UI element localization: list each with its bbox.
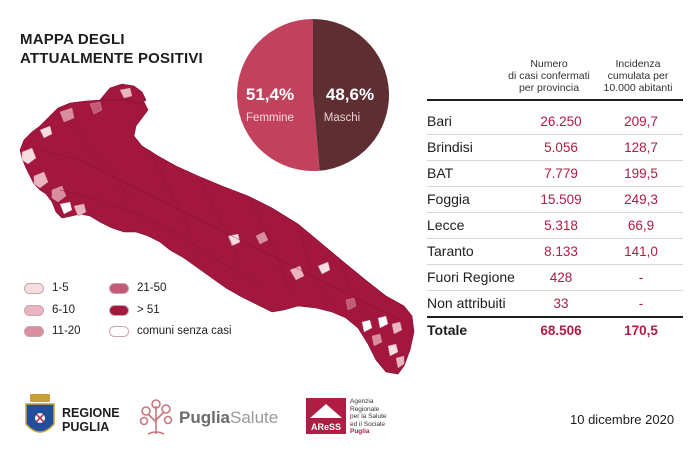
map-legend: 1-5 6-10 11-20 21-50 > 51 comuni senza c…	[24, 282, 264, 342]
table-row: Foggia 15.509 249,3	[427, 186, 683, 213]
table-total-row: Totale 68.506 170,5	[427, 317, 683, 343]
legend-label: 21-50	[137, 282, 167, 294]
row-cases: 428	[549, 269, 573, 285]
row-name: Taranto	[427, 243, 474, 259]
legend-item: 1-5	[24, 282, 69, 294]
row-name: Foggia	[427, 191, 470, 207]
header-cases-line: per provincia	[518, 82, 580, 94]
female-percent: 51,4%	[246, 85, 294, 104]
table-row: Fuori Regione 428 -	[427, 264, 683, 291]
legend-swatch	[24, 304, 44, 316]
legend-swatch	[109, 304, 129, 316]
aress-line: Regionale	[350, 405, 380, 413]
total-name: Totale	[427, 322, 468, 338]
map-boundaries	[39, 119, 401, 321]
table-total-rule	[427, 316, 683, 318]
total-incidence: 170,5	[624, 322, 658, 338]
report-date: 10 dicembre 2020	[570, 412, 675, 427]
header-incidence: Incidenza cumulata per 10.000 abitanti	[596, 58, 680, 94]
header-incidence-line: Incidenza	[615, 58, 661, 70]
header-cases: Numero di casi confermati per provincia	[508, 58, 590, 94]
map-light-municipalities	[21, 87, 405, 369]
title-line-1: MAPPA DEGLI	[20, 31, 125, 48]
regione-line-2: PUGLIA	[62, 420, 110, 434]
table-row: Brindisi 5.056 128,7	[427, 134, 683, 161]
legend-label: 1-5	[52, 282, 69, 294]
row-incidence: 199,5	[624, 165, 658, 181]
row-cases: 5.318	[544, 217, 578, 233]
aress-logo-mark: AReSS	[306, 398, 346, 434]
row-name: Lecce	[427, 217, 465, 233]
legend-label: > 51	[137, 304, 160, 316]
header-incidence-line: 10.000 abitanti	[603, 82, 673, 94]
title-line-2: ATTUALMENTE POSITIVI	[20, 50, 203, 67]
map-region-main	[19, 95, 415, 375]
row-cases: 5.056	[544, 139, 578, 155]
aress-line: ed il Sociale	[350, 420, 386, 428]
aress-line: Agenzia	[350, 398, 374, 405]
legend-item: > 51	[109, 304, 160, 316]
header-cases-line: Numero	[530, 58, 568, 70]
row-incidence: 66,9	[627, 217, 655, 233]
legend-label: 6-10	[52, 304, 76, 316]
total-cases: 68.506	[540, 322, 582, 338]
pie-slice-female	[237, 19, 320, 171]
row-incidence: 141,0	[624, 243, 658, 259]
puglia-salute-part-b: Salute	[230, 408, 279, 427]
gender-pie: 51,4% Femmine 48,6% Maschi	[237, 19, 390, 171]
legend-swatch	[109, 282, 129, 294]
legend-item: 11-20	[24, 325, 81, 337]
legend-label: 11-20	[52, 325, 81, 337]
legend-swatch	[24, 282, 44, 294]
puglia-map	[19, 83, 415, 375]
table-row: Bari 26.250 209,7	[427, 108, 683, 135]
row-name: Non attribuiti	[427, 295, 506, 311]
male-label: Maschi	[324, 112, 360, 124]
legend-item: comuni senza casi	[109, 325, 232, 337]
aress-logo-text: Agenzia Regionale per la Salute ed il So…	[350, 398, 387, 436]
header-cases-line: di casi confermati	[508, 70, 590, 82]
legend-swatch	[109, 325, 129, 337]
row-cases: 8.133	[544, 243, 578, 259]
row-incidence: 209,7	[624, 113, 658, 129]
aress-short-name: AReSS	[310, 422, 341, 432]
table-row: Taranto 8.133 141,0	[427, 238, 683, 265]
row-cases: 33	[553, 295, 569, 311]
row-incidence: -	[638, 269, 644, 285]
row-name: Bari	[427, 113, 452, 129]
row-incidence: 128,7	[624, 139, 658, 155]
regione-line-1: REGIONE	[62, 406, 120, 420]
puglia-salute-tree-icon	[139, 399, 173, 435]
table-row: Lecce 5.318 66,9	[427, 212, 683, 239]
female-label: Femmine	[246, 112, 294, 124]
puglia-salute-logo-text: PugliaSalute	[179, 408, 278, 428]
row-incidence: -	[638, 295, 644, 311]
table-row: BAT 7.779 199,5	[427, 160, 683, 187]
row-name: Brindisi	[427, 139, 473, 155]
row-name: BAT	[427, 165, 454, 181]
row-cases: 26.250	[540, 113, 582, 129]
header-incidence-line: cumulata per	[607, 70, 669, 82]
legend-label: comuni senza casi	[137, 325, 232, 337]
legend-swatch	[24, 325, 44, 337]
legend-item: 21-50	[109, 282, 166, 294]
aress-line: Puglia	[350, 428, 370, 435]
regione-puglia-emblem	[25, 394, 55, 433]
table-row: Non attribuiti 33 -	[427, 290, 683, 317]
row-cases: 15.509	[540, 191, 582, 207]
page-title: MAPPA DEGLI ATTUALMENTE POSITIVI	[20, 30, 203, 68]
pie-slice-male	[313, 19, 390, 171]
aress-arrow-icon	[310, 404, 342, 418]
regione-puglia-logo-text: REGIONE PUGLIA	[62, 406, 120, 434]
row-name: Fuori Regione	[427, 269, 515, 285]
legend-item: 6-10	[24, 304, 75, 316]
row-cases: 7.779	[544, 165, 578, 181]
aress-line: per la Salute	[350, 413, 387, 420]
puglia-salute-part-a: Puglia	[179, 408, 231, 427]
male-percent: 48,6%	[326, 85, 374, 104]
table-top-rule	[427, 99, 683, 101]
row-incidence: 249,3	[624, 191, 658, 207]
